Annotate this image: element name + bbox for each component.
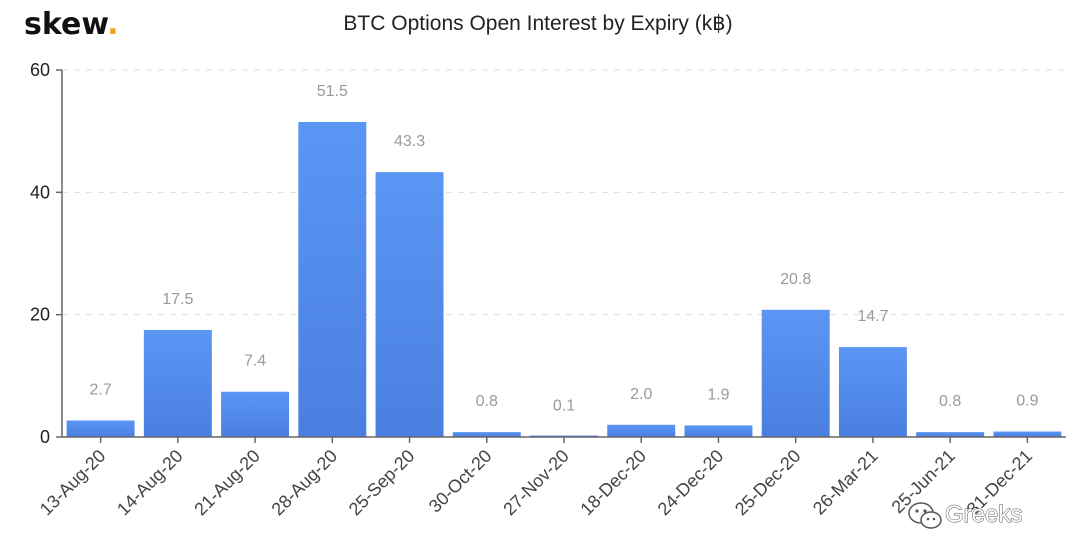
x-tick-label: 13-Aug-20 [36,446,110,520]
y-axis-ticks: 0 20 40 60 [30,60,62,447]
x-axis-ticks: 13-Aug-20 14-Aug-20 21-Aug-20 28-Aug-20 25-S… [36,437,1036,519]
brand-name: skew [24,7,108,42]
y-tick-label: 60 [30,60,50,80]
data-label: 1.9 [707,386,729,403]
data-label: 51.5 [317,83,348,100]
x-tick-label: 25-Dec-20 [731,446,805,520]
data-label: 2.7 [89,381,111,398]
x-tick-label: 28-Aug-20 [268,446,342,520]
gridlines [62,69,1066,316]
x-tick-label: 18-Dec-20 [576,446,650,520]
bar [838,347,907,437]
data-label: 2.0 [630,386,652,403]
data-labels: 2.7 17.5 7.4 51.5 43.3 0.8 0.1 2.0 1.9 20.8 14.7 0.… [89,83,1038,414]
bar [761,309,830,437]
x-tick-label: 30-Oct-20 [425,446,496,517]
data-label: 14.7 [857,308,888,325]
watermark-text: Greeks [945,501,1022,528]
bar [916,432,985,437]
bar [452,432,521,437]
data-label: 7.4 [244,353,266,370]
chart-title: BTC Options Open Interest by Expiry (k฿) [343,12,732,35]
bar [143,329,212,437]
y-tick-label: 40 [30,182,50,202]
brand-dot: . [107,7,118,42]
brand-logo: skew. [24,7,119,42]
bar [607,424,676,437]
x-tick-label: 24-Dec-20 [654,446,728,520]
bars [66,121,1062,438]
bar [66,420,135,437]
data-label: 0.1 [553,397,575,414]
data-label: 20.8 [780,271,811,288]
data-label: 43.3 [394,133,425,150]
bar [375,172,444,438]
bar [684,425,753,437]
bar [221,391,290,437]
x-tick-label: 27-Nov-20 [499,446,573,520]
data-label: 0.8 [476,393,498,410]
y-tick-label: 20 [30,305,50,325]
x-tick-label: 14-Aug-20 [113,446,187,520]
y-tick-label: 0 [40,427,50,447]
watermark: Greeks [908,501,1023,529]
axes [61,70,1066,438]
x-tick-label: 21-Aug-20 [190,446,264,520]
data-label: 17.5 [162,291,193,308]
wechat-icon [908,502,942,529]
data-label: 0.8 [939,393,961,410]
bar [298,121,367,437]
data-label: 0.9 [1016,392,1038,409]
bar [993,431,1062,437]
svg-text:skew.: skew. [24,7,119,42]
x-tick-label: 26-Mar-21 [809,446,882,519]
x-tick-label: 25-Sep-20 [345,446,419,520]
